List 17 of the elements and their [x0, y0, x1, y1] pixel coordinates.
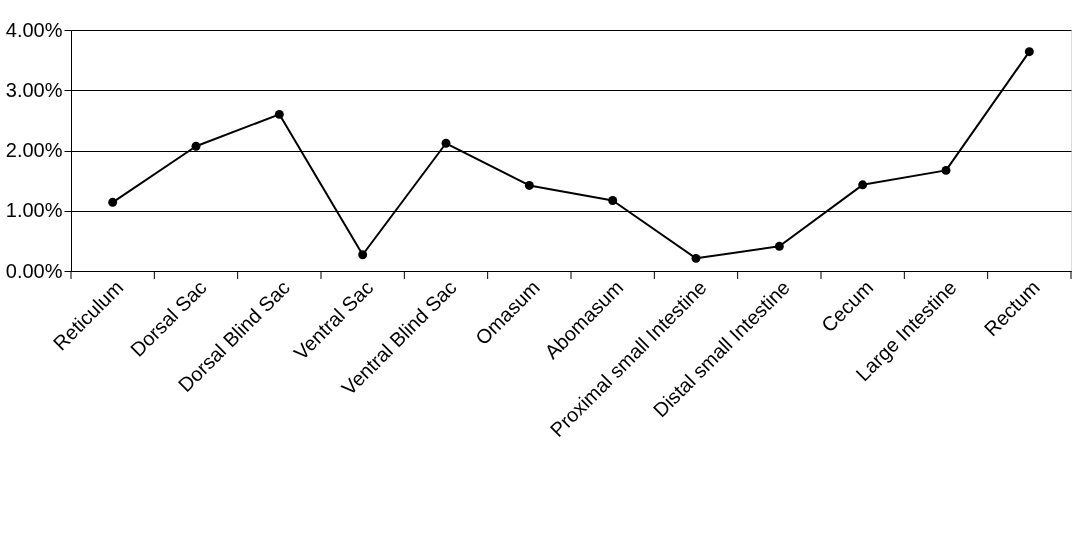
point [691, 253, 701, 263]
point [274, 109, 284, 119]
y-tick-label: 4.00% [5, 18, 63, 41]
point [108, 197, 118, 207]
y-tick-label: 0.00% [5, 259, 63, 282]
point [1024, 47, 1034, 57]
point [441, 138, 451, 148]
point [858, 180, 868, 190]
point [191, 141, 201, 151]
point [524, 180, 534, 190]
y-tick-label: 1.00% [5, 199, 63, 222]
point [608, 196, 618, 205]
point [774, 241, 784, 251]
y-tick-label: 2.00% [5, 139, 63, 161]
point [358, 250, 368, 260]
y-tick-label: 3.00% [5, 78, 63, 101]
point [941, 165, 951, 175]
